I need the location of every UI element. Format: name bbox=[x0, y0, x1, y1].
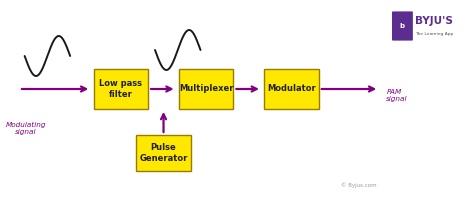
Text: b: b bbox=[400, 23, 405, 29]
Text: Multiplexer: Multiplexer bbox=[179, 84, 233, 93]
Text: Modulating
signal: Modulating signal bbox=[6, 121, 46, 135]
FancyBboxPatch shape bbox=[179, 69, 233, 109]
Text: Low pass
filter: Low pass filter bbox=[100, 79, 142, 99]
FancyBboxPatch shape bbox=[136, 135, 191, 171]
FancyBboxPatch shape bbox=[264, 69, 319, 109]
Text: Pulse
Generator: Pulse Generator bbox=[139, 143, 188, 163]
Text: The Learning App: The Learning App bbox=[415, 32, 453, 36]
Text: © Byjus.com: © Byjus.com bbox=[341, 182, 377, 188]
Text: PAM
signal: PAM signal bbox=[386, 90, 408, 102]
FancyBboxPatch shape bbox=[392, 11, 413, 41]
Text: BYJU'S: BYJU'S bbox=[415, 16, 453, 26]
FancyBboxPatch shape bbox=[94, 69, 148, 109]
Text: Modulator: Modulator bbox=[267, 84, 316, 93]
